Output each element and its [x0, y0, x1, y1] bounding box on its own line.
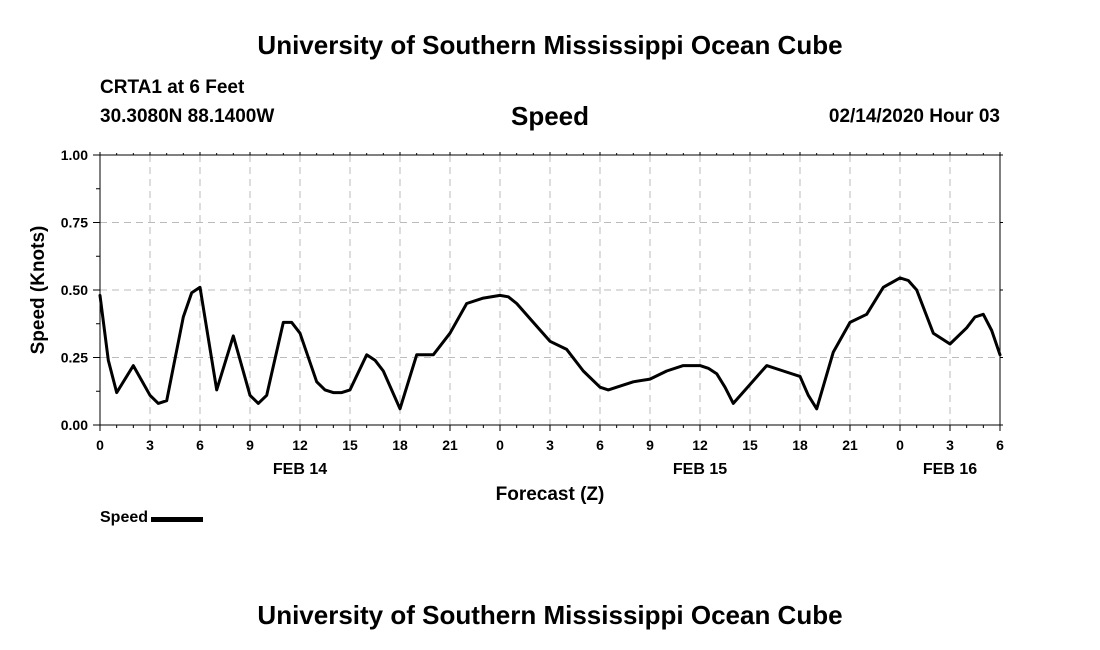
org-title: University of Southern Mississippi Ocean… [257, 30, 843, 60]
axis-ticks [93, 152, 1003, 431]
station-name: CRTA1 at 6 Feet [100, 77, 245, 98]
x-tick-label: 6 [996, 437, 1004, 453]
axis-labels: 0 3 6 9 12 15 18 21 0 3 6 9 12 15 18 21 0 3 6 0.00 0.25 0.50 0… [28, 147, 1004, 505]
x-tick-label: 12 [292, 437, 308, 453]
y-tick-label: 1.00 [61, 147, 88, 163]
x-tick-label: 0 [896, 437, 904, 453]
x-tick-label: 0 [96, 437, 104, 453]
x-tick-label: 12 [692, 437, 708, 453]
x-tick-label: 15 [742, 437, 758, 453]
org-title-footer: University of Southern Mississippi Ocean… [257, 600, 843, 630]
speed-series-line [98, 276, 1002, 411]
date-label: FEB 14 [273, 461, 327, 478]
y-tick-label: 0.00 [61, 417, 88, 433]
grid [100, 155, 1000, 425]
x-tick-label: 3 [546, 437, 554, 453]
series-layer [98, 276, 1002, 411]
x-tick-label: 3 [146, 437, 154, 453]
x-tick-label: 18 [392, 437, 408, 453]
x-tick-label: 15 [342, 437, 358, 453]
x-tick-label: 9 [646, 437, 654, 453]
y-tick-label: 0.50 [61, 282, 88, 298]
x-tick-label: 9 [246, 437, 254, 453]
x-axis-label: Forecast (Z) [496, 484, 605, 505]
station-coordinates: 30.3080N 88.1400W [100, 106, 275, 127]
date-label: FEB 15 [673, 461, 727, 478]
legend: Speed [100, 509, 204, 527]
x-tick-label: 6 [196, 437, 204, 453]
x-tick-label: 18 [792, 437, 808, 453]
legend-swatch [151, 516, 204, 522]
chart-title: Speed [510, 101, 590, 131]
y-tick-label: 0.75 [61, 215, 88, 231]
x-tick-label: 21 [842, 437, 858, 453]
date-label: FEB 16 [923, 461, 977, 478]
x-tick-label: 21 [442, 437, 458, 453]
x-tick-label: 6 [596, 437, 604, 453]
x-tick-label: 3 [946, 437, 954, 453]
y-tick-label: 0.25 [61, 350, 88, 366]
x-tick-label: 0 [496, 437, 504, 453]
forecast-issue-time: 02/14/2020 Hour 03 [828, 106, 1000, 127]
legend-label: Speed [100, 509, 149, 526]
y-axis-label: Speed (Knots) [28, 226, 49, 355]
